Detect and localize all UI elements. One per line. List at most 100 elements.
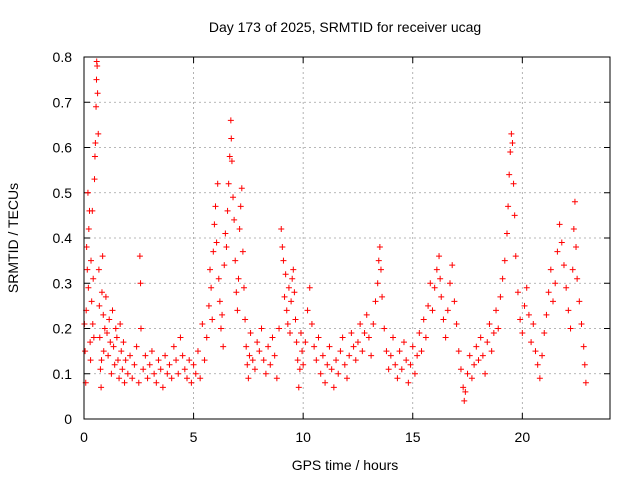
data-point xyxy=(217,325,224,332)
data-point xyxy=(370,320,377,327)
data-point xyxy=(348,330,355,337)
data-point xyxy=(539,352,546,359)
data-point xyxy=(530,320,537,327)
data-point xyxy=(153,379,160,386)
data-point xyxy=(211,221,218,228)
data-point xyxy=(376,244,383,251)
data-point xyxy=(89,320,96,327)
data-point xyxy=(311,343,318,350)
data-point xyxy=(137,325,144,332)
data-point xyxy=(222,230,229,237)
data-point xyxy=(90,275,97,282)
data-point xyxy=(567,325,574,332)
data-point xyxy=(292,316,299,323)
data-point xyxy=(137,280,144,287)
data-point xyxy=(244,361,251,368)
data-point xyxy=(192,370,199,377)
data-point xyxy=(213,239,220,246)
data-point xyxy=(554,248,561,255)
data-point xyxy=(418,348,425,355)
data-point xyxy=(350,343,357,350)
data-point xyxy=(175,370,182,377)
data-point xyxy=(398,366,405,373)
data-point xyxy=(352,357,359,364)
data-point xyxy=(322,379,329,386)
data-point xyxy=(238,185,245,192)
data-point xyxy=(295,384,302,391)
data-point xyxy=(407,361,414,368)
data-point xyxy=(425,302,432,309)
data-point xyxy=(228,158,235,165)
grid xyxy=(84,57,610,419)
data-point xyxy=(486,320,493,327)
data-point xyxy=(285,284,292,291)
data-point xyxy=(91,153,98,160)
data-point xyxy=(239,248,246,255)
data-point xyxy=(390,334,397,341)
data-point xyxy=(468,375,475,382)
data-point xyxy=(228,135,235,142)
data-point xyxy=(98,384,105,391)
data-point xyxy=(346,352,353,359)
data-point xyxy=(254,339,261,346)
data-point xyxy=(140,366,147,373)
data-point xyxy=(556,221,563,228)
data-point xyxy=(98,289,105,296)
data-point xyxy=(121,379,128,386)
y-tick-label: 0.7 xyxy=(53,94,73,110)
x-tick-label: 20 xyxy=(515,429,531,445)
data-point xyxy=(246,352,253,359)
data-point xyxy=(517,316,524,323)
data-point xyxy=(82,348,89,355)
data-point xyxy=(91,176,98,183)
data-point xyxy=(240,284,247,291)
data-point xyxy=(203,334,210,341)
data-point xyxy=(344,375,350,382)
data-point xyxy=(293,339,300,346)
data-point xyxy=(379,293,386,300)
data-point xyxy=(328,366,335,373)
data-point xyxy=(216,298,223,305)
data-point xyxy=(511,212,518,219)
data-point xyxy=(420,316,427,323)
data-point xyxy=(85,225,92,232)
data-point xyxy=(92,139,99,146)
data-point xyxy=(151,370,158,377)
data-point xyxy=(464,370,471,377)
data-point xyxy=(570,225,577,232)
data-point xyxy=(114,357,121,364)
y-tick-label: 0.3 xyxy=(53,275,73,291)
data-point xyxy=(440,316,447,323)
data-point xyxy=(177,334,184,341)
data-point xyxy=(299,348,306,355)
data-point xyxy=(387,352,394,359)
data-point xyxy=(157,366,164,373)
data-point xyxy=(173,357,180,364)
data-point xyxy=(118,348,125,355)
y-tick-label: 0.5 xyxy=(53,185,73,201)
data-point xyxy=(436,253,443,260)
data-point xyxy=(315,334,322,341)
data-point xyxy=(582,379,589,386)
data-point xyxy=(113,334,120,341)
data-point xyxy=(279,244,286,251)
data-point xyxy=(273,375,280,382)
data-point xyxy=(95,266,102,273)
data-point xyxy=(100,348,107,355)
y-tick-label: 0 xyxy=(64,411,72,427)
y-tick-label: 0.1 xyxy=(53,366,73,382)
data-point xyxy=(164,370,171,377)
data-point xyxy=(249,357,256,364)
data-point xyxy=(269,334,276,341)
x-tick-label: 15 xyxy=(405,429,421,445)
data-point xyxy=(287,330,294,337)
data-point xyxy=(119,366,126,373)
data-point xyxy=(170,343,177,350)
data-point xyxy=(414,352,421,359)
data-point xyxy=(477,334,484,341)
data-point xyxy=(363,311,370,318)
data-point xyxy=(224,207,231,214)
data-point xyxy=(326,343,333,350)
y-tick-label: 0.6 xyxy=(53,140,73,156)
